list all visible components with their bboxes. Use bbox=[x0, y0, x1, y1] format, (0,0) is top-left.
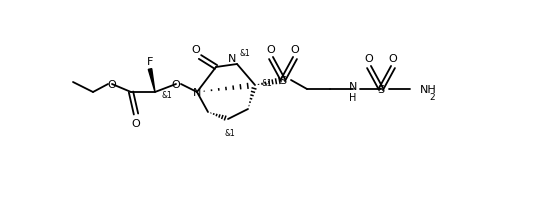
Text: &1: &1 bbox=[162, 91, 172, 100]
Text: F: F bbox=[147, 57, 153, 67]
Text: &1: &1 bbox=[225, 129, 235, 138]
Text: N: N bbox=[228, 54, 236, 64]
Text: O: O bbox=[365, 54, 374, 64]
Text: O: O bbox=[192, 45, 200, 55]
Text: &1: &1 bbox=[240, 48, 250, 57]
Text: O: O bbox=[108, 80, 116, 89]
Text: H: H bbox=[349, 93, 357, 102]
Polygon shape bbox=[148, 69, 155, 93]
Text: NH: NH bbox=[420, 85, 437, 95]
Text: O: O bbox=[291, 45, 299, 55]
Text: O: O bbox=[172, 80, 180, 89]
Text: &1: &1 bbox=[262, 79, 272, 88]
Text: O: O bbox=[267, 45, 275, 55]
Text: O: O bbox=[389, 54, 398, 64]
Text: 2: 2 bbox=[429, 92, 435, 101]
Text: N: N bbox=[349, 82, 357, 92]
Text: S: S bbox=[280, 76, 286, 86]
Text: O: O bbox=[132, 118, 140, 128]
Text: N: N bbox=[193, 87, 201, 98]
Text: S: S bbox=[378, 85, 385, 95]
